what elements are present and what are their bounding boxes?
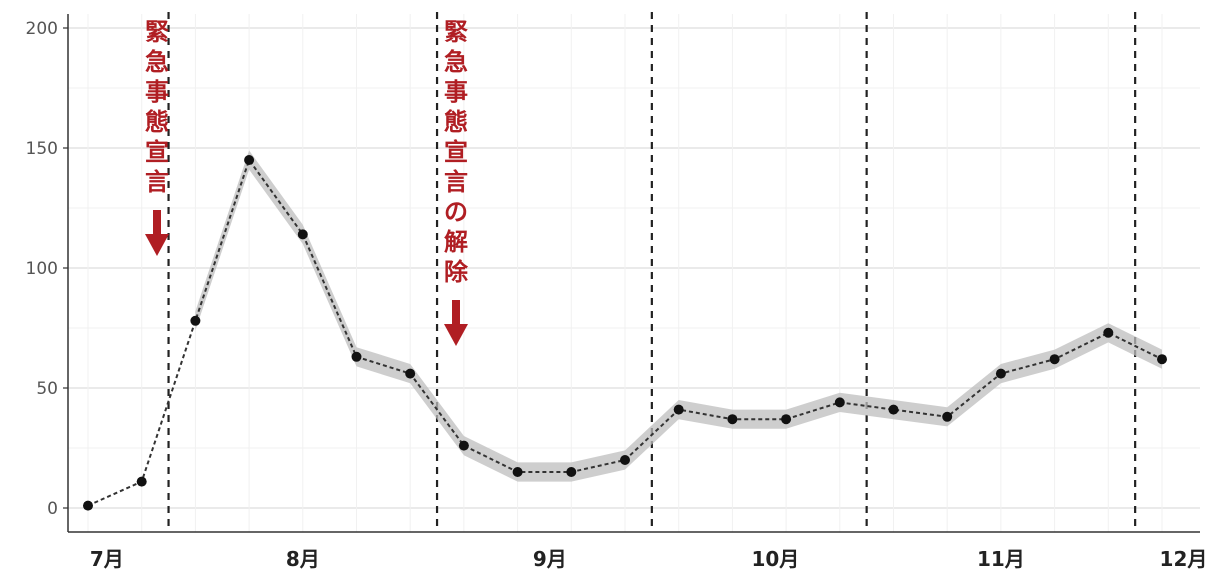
annotation-char: 除 [444, 258, 469, 286]
annotation-arrow-shaft [452, 300, 460, 326]
y-tick-label: 0 [47, 499, 58, 519]
annotation-char: 事 [444, 78, 468, 106]
series-line [87, 157, 1163, 507]
data-point [405, 368, 416, 379]
annotation-char: 態 [145, 108, 169, 136]
data-point [995, 368, 1006, 379]
data-point [942, 411, 953, 422]
y-tick-label: 100 [26, 259, 58, 279]
annotation-char: 緊 [145, 18, 169, 46]
x-tick-label: 12月 [1160, 547, 1208, 571]
annotation-char: 急 [444, 48, 468, 76]
grid [68, 14, 1200, 532]
annotation-char: 言 [145, 168, 169, 196]
annotation-char: 宣 [444, 138, 468, 166]
x-tick-label: 11月 [977, 547, 1025, 571]
y-tick-label: 200 [26, 19, 58, 39]
data-point [351, 351, 362, 362]
annotation-char: 事 [145, 78, 169, 106]
annotation-char: 言 [444, 168, 468, 196]
data-point [727, 414, 738, 425]
annotation-arrow-shaft [153, 210, 161, 236]
y-tick-label: 150 [26, 139, 58, 159]
confidence-band [195, 150, 1162, 482]
annotation-arrow-head [145, 234, 169, 256]
data-point [566, 467, 577, 477]
data-point [888, 404, 899, 415]
data-point [512, 467, 523, 477]
series [83, 150, 1167, 511]
data-point [136, 476, 147, 487]
data-point [244, 155, 255, 165]
data-point [83, 500, 93, 511]
annotation-char: 緊 [444, 18, 468, 46]
data-point [834, 397, 845, 408]
data-point [620, 455, 630, 465]
annotation-char: 宣 [145, 138, 169, 166]
annotation-char: 急 [145, 48, 169, 76]
annotation-char: 態 [444, 108, 468, 136]
data-point [673, 404, 684, 415]
data-point [781, 414, 792, 425]
data-point [1157, 354, 1167, 365]
y-tick-label: 50 [36, 379, 58, 399]
axes: 0 50 100 150 200 7月 8月 9月 10月 11月 12月 [26, 14, 1208, 571]
data-point [1103, 327, 1114, 338]
annotation-arrow-head [444, 324, 468, 346]
annotation-char: の [444, 198, 468, 226]
x-tick-label: 7月 [90, 547, 124, 571]
annotation-char: 解 [444, 228, 468, 256]
data-point [190, 315, 201, 326]
data-point [458, 440, 469, 451]
x-tick-label: 9月 [533, 547, 567, 571]
data-point [1049, 354, 1060, 365]
x-tick-label: 8月 [286, 547, 320, 571]
x-tick-label: 10月 [751, 547, 799, 571]
period-dividers [167, 12, 1137, 532]
data-point [297, 229, 308, 240]
